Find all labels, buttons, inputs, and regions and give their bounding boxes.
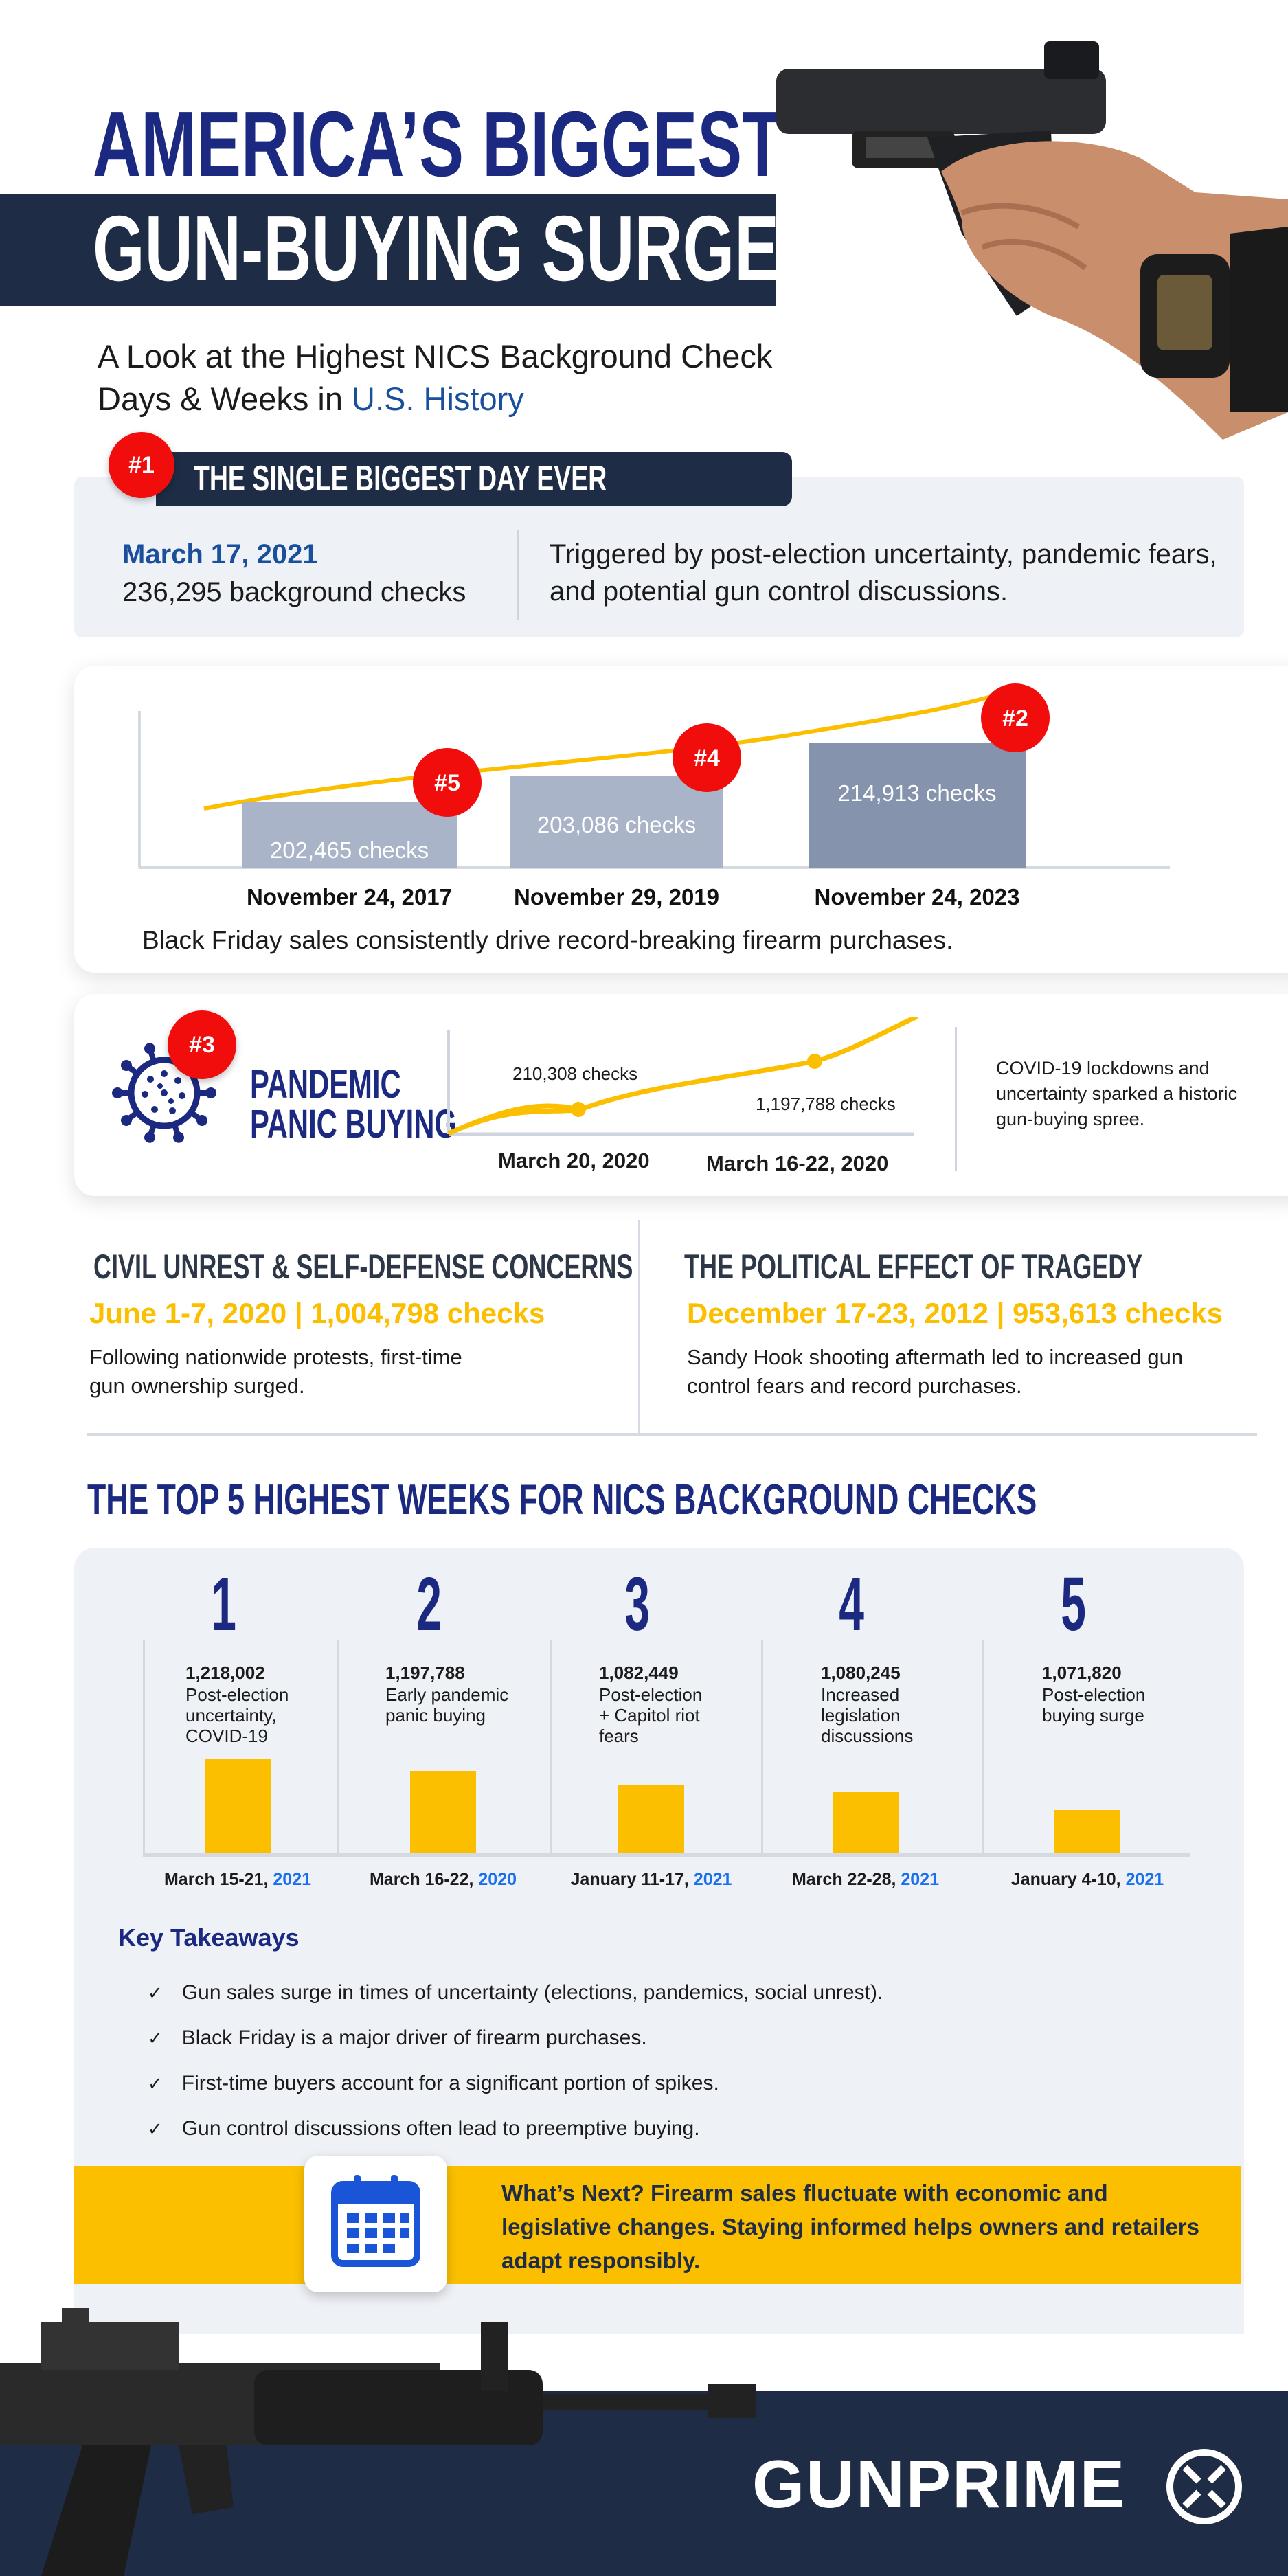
civil-unrest-description: Following nationwide protests, first-tim…: [89, 1345, 462, 1398]
whats-next-text: What’s Next? Firearm sales fluctuate wit…: [501, 2180, 1199, 2273]
bf-date-label: November 24, 2023: [814, 884, 1019, 909]
checkmark-icon: ✓: [148, 2072, 163, 2094]
bf-bar-label: 203,086 checks: [537, 812, 696, 837]
pandemic-point2-date: March 16-22, 2020: [706, 1151, 889, 1175]
rank-badge-label: #4: [694, 745, 720, 771]
takeaway-text: Black Friday is a major driver of firear…: [181, 2026, 647, 2049]
pandemic-title: PANDEMIC PANIC BUYING: [250, 1062, 457, 1146]
tragedy-description: Sandy Hook shooting aftermath led to inc…: [687, 1345, 1184, 1398]
rank-badge: [981, 683, 1050, 752]
takeaways-list: ✓ Gun sales surge in times of uncertainty…: [148, 1970, 883, 2151]
takeaway-item: ✓ Black Friday is a major driver of firea…: [148, 2015, 883, 2061]
bf-date-label: November 24, 2017: [247, 884, 452, 909]
black-friday-chart: 202,465 checks November 24, 2017 #5 203,086…: [138, 683, 1170, 909]
bf-bar: [242, 802, 457, 868]
tragedy-title: THE POLITICAL EFFECT OF TRAGEDY: [684, 1247, 1143, 1286]
pandemic-description: COVID-19 lockdowns and uncertainty spark…: [996, 1058, 1238, 1129]
top5-title: THE TOP 5 HIGHEST WEEKS FOR NICS BACKGRO…: [87, 1476, 1037, 1524]
biggest-day-title-bar: THE SINGLE BIGGEST DAY EVER: [156, 452, 792, 506]
pandemic-point2-label: 1,197,788 checks: [756, 1094, 896, 1114]
rank-badge-3: #3: [168, 1010, 236, 1079]
bf-bar-label: 214,913 checks: [837, 780, 996, 806]
biggest-day-description: Triggered by post-election uncertainty, …: [550, 539, 1217, 607]
takeaway-item: ✓ First-time buyers account for a signifi…: [148, 2061, 883, 2106]
civil-unrest-stat: June 1-7, 2020 | 1,004,798 checks: [89, 1297, 545, 1329]
divider: [517, 530, 519, 620]
pandemic-trend-line: [447, 1017, 918, 1136]
divider: [955, 1027, 957, 1171]
takeaway-item: ✓ Gun sales surge in times of uncertainty…: [148, 1970, 883, 2015]
page-title-line1: AMERICA’S BIGGEST: [93, 92, 783, 196]
takeaways-title: Key Takeaways: [118, 1923, 300, 1952]
takeaway-item: ✓ Gun control discussions often lead to p…: [148, 2106, 883, 2151]
subtitle: A Look at the Highest NICS Background Ch…: [98, 338, 773, 417]
crosshair-logo-icon: [1166, 2449, 1242, 2524]
biggest-day-checks: 236,295 background checks: [122, 577, 466, 607]
tragedy-stat: December 17-23, 2012 | 953,613 checks: [687, 1297, 1223, 1329]
takeaway-text: Gun control discussions often lead to pr…: [181, 2117, 700, 2140]
rank-badge-1: #1: [109, 432, 174, 498]
rank-badge: [413, 748, 482, 817]
rank-badge: [673, 723, 741, 792]
takeaway-text: First-time buyers account for a signific…: [181, 2072, 719, 2094]
black-friday-caption: Black Friday sales consistently drive re…: [142, 926, 953, 954]
bf-bar-label: 202,465 checks: [270, 837, 429, 863]
takeaway-text: Gun sales surge in times of uncertainty …: [181, 1981, 883, 2004]
rank-badge-label: #2: [1002, 705, 1028, 732]
title-band: [0, 194, 776, 306]
pandemic-chart: [447, 1017, 918, 1136]
pandemic-point1-date: March 20, 2020: [498, 1149, 650, 1173]
checkmark-icon: ✓: [148, 1982, 163, 2003]
checkmark-icon: ✓: [148, 2118, 163, 2139]
civil-unrest-title: CIVIL UNREST & SELF-DEFENSE CONCERNS: [93, 1247, 633, 1286]
checkmark-icon: ✓: [148, 2027, 163, 2048]
bf-bar: [809, 743, 1026, 868]
calendar-icon: [331, 2175, 420, 2267]
calendar-icon-card: [304, 2156, 447, 2292]
brand-logo: GUNPRIME: [752, 2446, 1127, 2522]
bf-bar: [510, 776, 723, 868]
biggest-day-date: March 17, 2021: [122, 539, 318, 569]
bf-date-label: November 29, 2019: [514, 884, 719, 909]
pandemic-card: [74, 994, 1288, 1196]
pandemic-point-2: [807, 1054, 822, 1069]
rank-badge-label: #5: [434, 770, 460, 796]
section-divider: [87, 1433, 1257, 1436]
hand-pistol-illustration: [776, 41, 1288, 440]
whats-next-banner: [74, 2166, 1241, 2284]
divider: [638, 1220, 640, 1433]
pandemic-point-1: [571, 1102, 586, 1117]
pandemic-point1-label: 210,308 checks: [512, 1063, 638, 1084]
page-title-line2: GUN-BUYING SURGES: [93, 196, 824, 300]
rifle-illustration: [0, 2308, 756, 2576]
